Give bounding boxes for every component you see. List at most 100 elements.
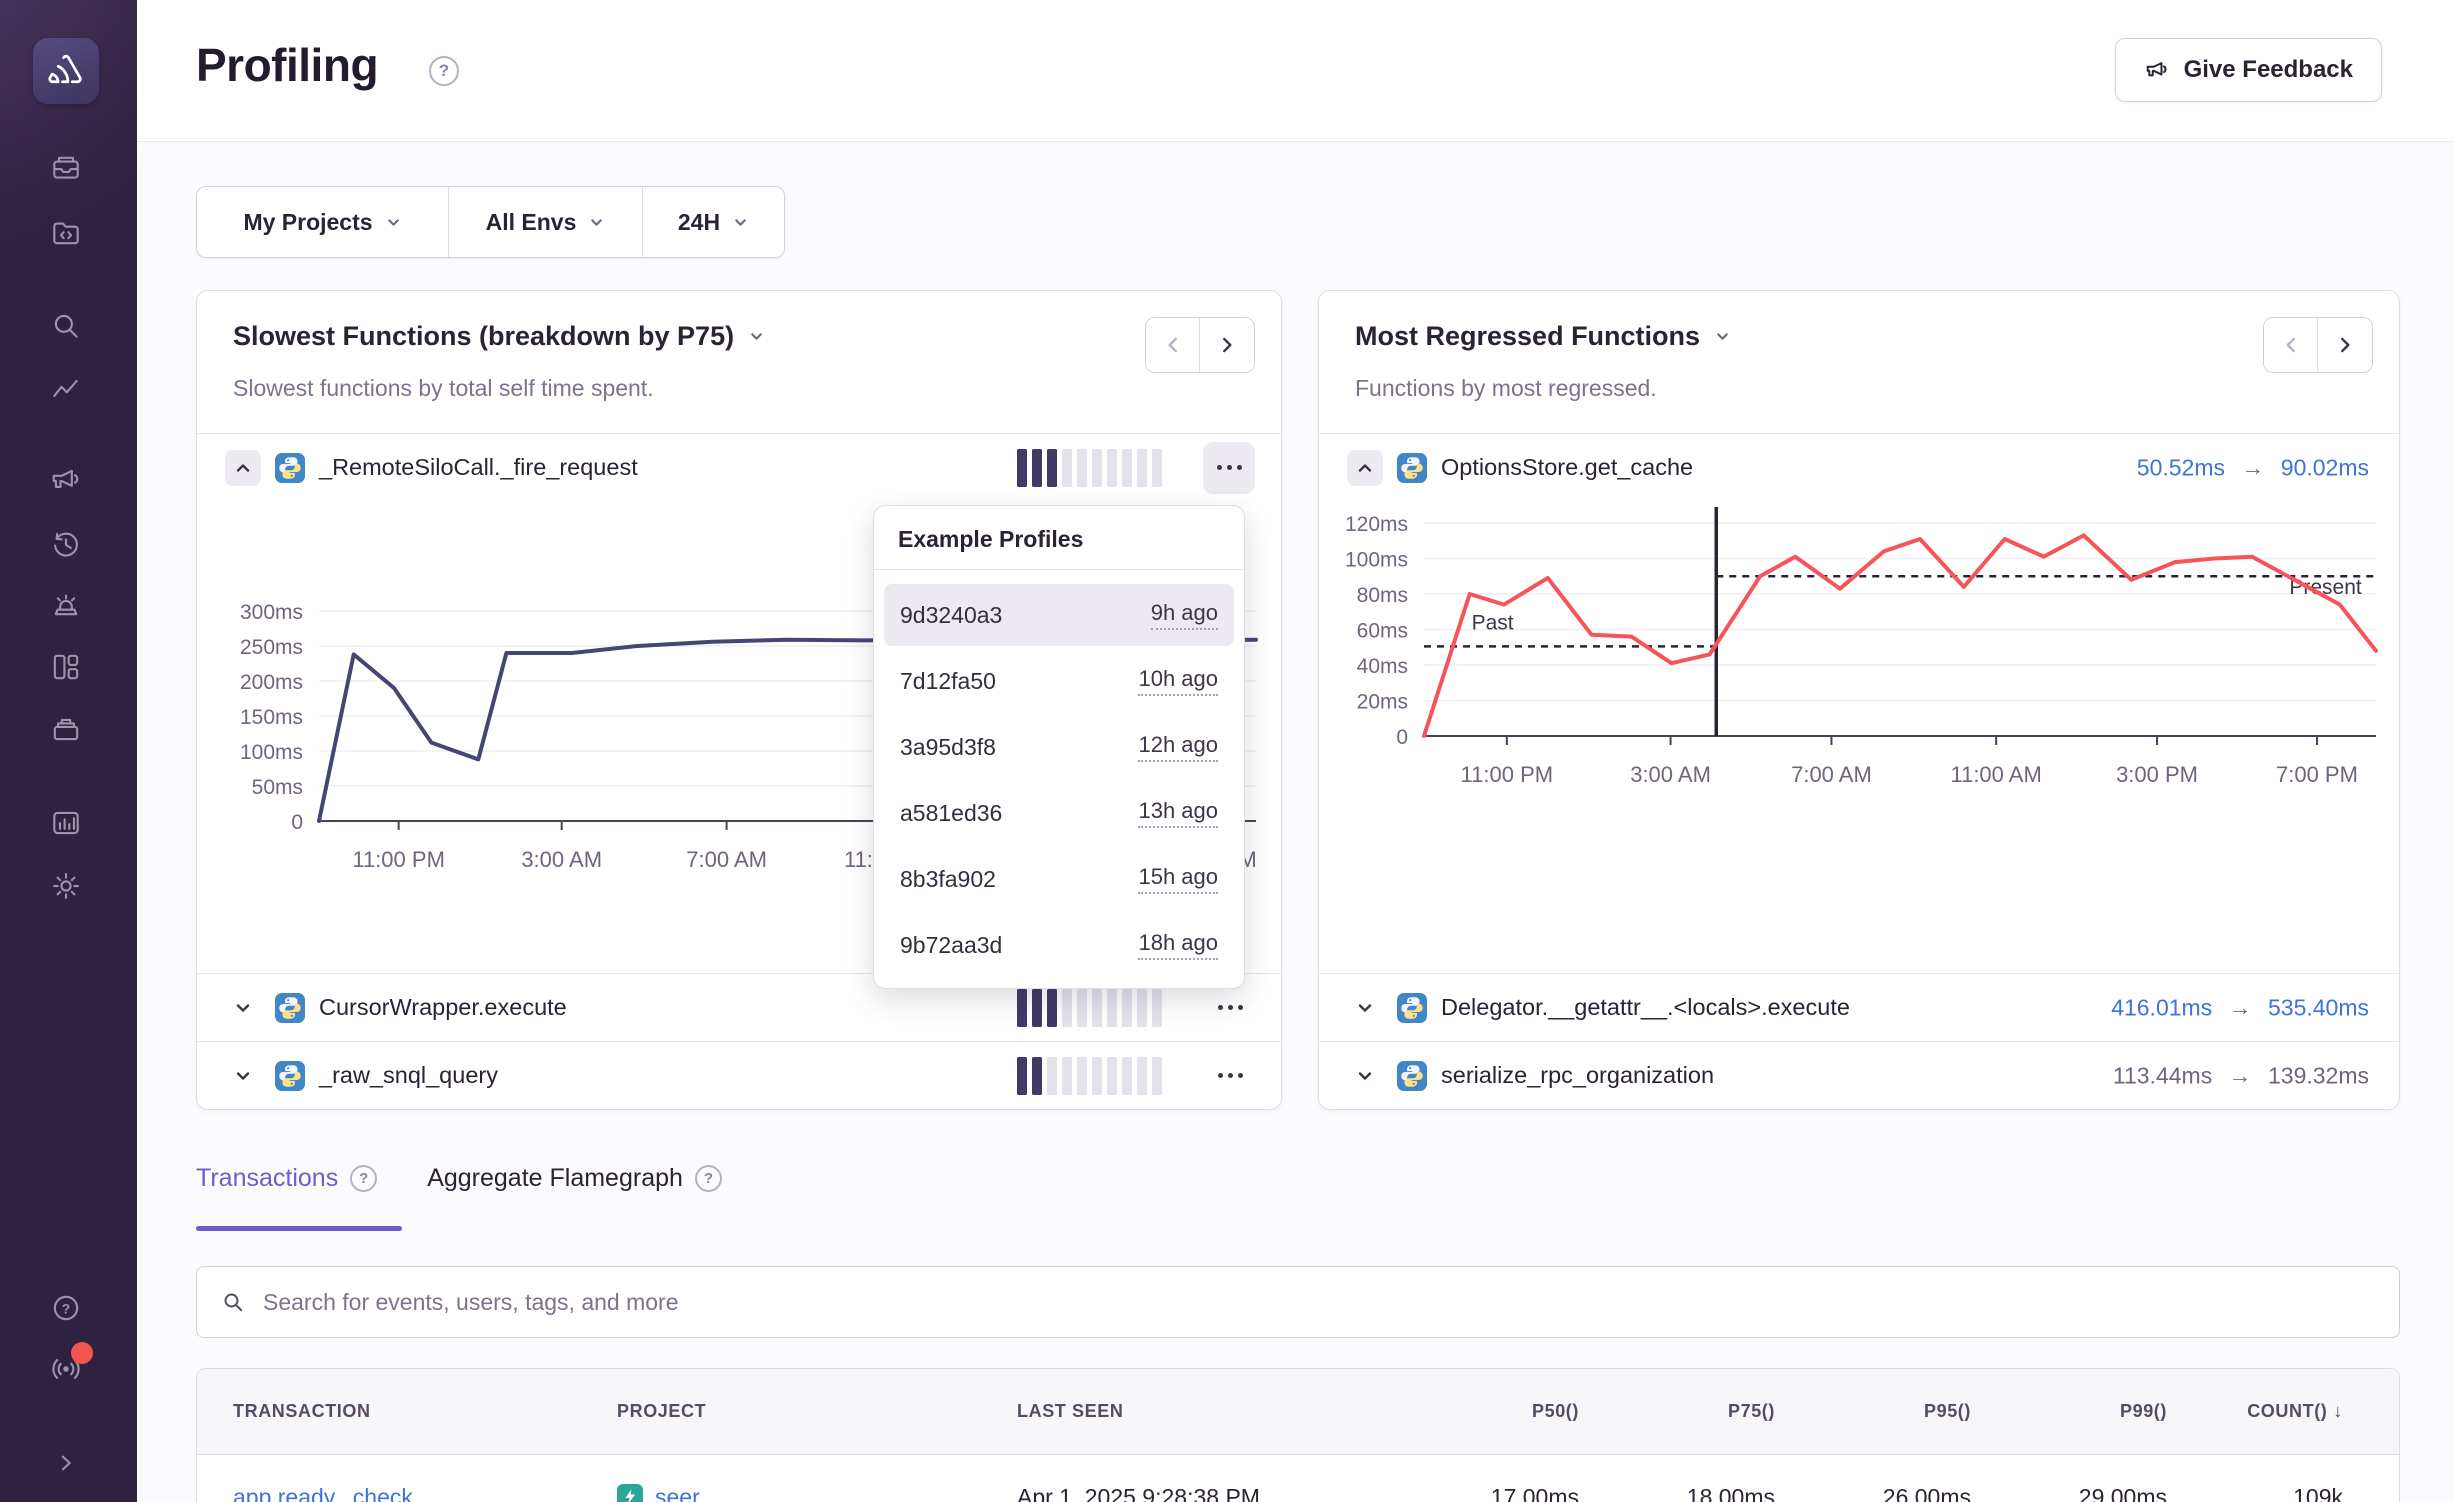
prev-page-button[interactable] [2264,318,2318,372]
sidebar-item-explore-icon[interactable] [46,212,86,252]
column-header-p75[interactable]: P75() [1633,1401,1829,1422]
profile-id[interactable]: 9d3240a3 [900,602,1002,629]
svg-text:?: ? [62,1300,70,1316]
function-name[interactable]: Delegator.__getattr__.<locals>.execute [1441,994,1850,1021]
flamegraph-help-icon[interactable]: ? [695,1165,722,1192]
function-row: _RemoteSiloCall._fire_request [197,434,1281,501]
sidebar-item-collapse-sidebar-icon[interactable] [46,1443,86,1483]
example-profile-item[interactable]: 3a95d3f8 12h ago [884,716,1234,778]
profiling-page: ? Profiling ? Give Feedback My Projects … [0,0,2454,1502]
row-menu-button[interactable] [1218,1050,1243,1102]
profile-id[interactable]: 8b3fa902 [900,866,996,893]
svg-text:Present: Present [2289,576,2362,599]
next-page-button[interactable] [1200,318,1254,372]
search-input[interactable] [263,1289,2375,1316]
profile-time-link[interactable]: 10h ago [1138,666,1218,696]
svg-text:11:00 AM: 11:00 AM [1950,762,2041,787]
slowest-functions-pager [1145,317,1255,373]
svg-text:100ms: 100ms [240,741,303,764]
column-header-p50[interactable]: P50() [1437,1401,1633,1422]
sidebar-item-projects-icon[interactable] [46,709,86,749]
profile-id[interactable]: 3a95d3f8 [900,734,996,761]
svg-text:100ms: 100ms [1345,549,1408,572]
sentry-logo-icon[interactable] [33,38,99,104]
profile-time-link[interactable]: 9h ago [1151,600,1218,630]
environments-filter-label: All Envs [486,209,577,236]
profile-id[interactable]: a581ed36 [900,800,1002,827]
give-feedback-button[interactable]: Give Feedback [2115,38,2382,102]
example-profile-item[interactable]: 8b3fa902 15h ago [884,848,1234,910]
profile-time-link[interactable]: 13h ago [1138,798,1218,828]
function-name[interactable]: CursorWrapper.execute [319,994,567,1021]
sidebar-item-stats-icon[interactable] [46,803,86,843]
profile-time-link[interactable]: 15h ago [1138,864,1218,894]
sidebar-item-search-icon[interactable] [46,306,86,346]
transaction-link[interactable]: app.ready._check [233,1484,413,1502]
most-regressed-pager [2263,317,2373,373]
sidebar: ? [0,0,137,1502]
expand-row-button[interactable] [225,1058,261,1094]
p50-value: 17.00ms [1437,1484,1633,1502]
transactions-help-icon[interactable]: ? [350,1165,377,1192]
sidebar-item-settings-icon[interactable] [46,866,86,906]
projects-filter[interactable]: My Projects [197,187,449,257]
row-menu-button[interactable] [1218,982,1243,1034]
most-regressed-subtitle: Functions by most regressed. [1355,375,1657,402]
column-header-lastseen[interactable]: LAST SEEN [1017,1401,1437,1422]
column-header-transaction[interactable]: TRANSACTION [197,1401,617,1422]
sidebar-item-alerts-icon[interactable] [46,586,86,626]
projects-filter-label: My Projects [243,209,372,236]
profile-time-link[interactable]: 12h ago [1138,732,1218,762]
example-profile-item[interactable]: 7d12fa50 10h ago [884,650,1234,712]
page-title: Profiling [196,38,378,92]
before-duration[interactable]: 416.01ms [2111,994,2212,1020]
megaphone-icon [2144,57,2170,83]
column-header-p99[interactable]: P99() [2025,1401,2221,1422]
profile-id[interactable]: 9b72aa3d [900,932,1002,959]
python-icon [275,453,305,483]
profile-id[interactable]: 7d12fa50 [900,668,996,695]
next-page-button[interactable] [2318,318,2372,372]
project-seer-icon [617,1484,643,1502]
expand-row-button[interactable] [1347,1058,1383,1094]
most-regressed-title[interactable]: Most Regressed Functions [1355,321,1731,352]
slowest-functions-subtitle: Slowest functions by total self time spe… [233,375,654,402]
collapse-row-button[interactable] [225,450,261,486]
function-name[interactable]: _raw_snql_query [319,1062,498,1089]
slowest-functions-title[interactable]: Slowest Functions (breakdown by P75) [233,321,765,352]
row-menu-button[interactable] [1203,442,1255,494]
sidebar-item-replays-icon[interactable] [46,525,86,565]
function-name[interactable]: _RemoteSiloCall._fire_request [319,454,638,481]
page-help-icon[interactable]: ? [429,56,459,86]
most-regressed-panel: Most Regressed Functions Functions by mo… [1318,290,2400,1110]
example-profile-item[interactable]: 9b72aa3d 18h ago [884,914,1234,976]
example-profile-item[interactable]: 9d3240a3 9h ago [884,584,1234,646]
sidebar-item-issues-icon[interactable] [46,149,86,189]
prev-page-button[interactable] [1146,318,1200,372]
environments-filter[interactable]: All Envs [449,187,643,257]
profile-time-link[interactable]: 18h ago [1138,930,1218,960]
svg-text:250ms: 250ms [240,636,303,659]
notification-badge [71,1342,93,1364]
column-header-project[interactable]: PROJECT [617,1401,1017,1422]
function-name[interactable]: serialize_rpc_organization [1441,1062,1714,1089]
column-header-count[interactable]: COUNT()↓ [2221,1401,2397,1422]
before-duration[interactable]: 50.52ms [2137,454,2225,480]
example-profile-item[interactable]: a581ed36 13h ago [884,782,1234,844]
project-link[interactable]: seer [617,1484,1017,1502]
time-range-filter[interactable]: 24H [643,187,784,257]
collapse-row-button[interactable] [1347,450,1383,486]
sidebar-item-whats-new-icon[interactable] [46,1349,86,1389]
sidebar-item-dashboards-icon[interactable] [46,647,86,687]
tab-transactions[interactable]: Transactions ? [196,1164,377,1193]
after-duration[interactable]: 90.02ms [2281,454,2369,480]
expand-row-button[interactable] [225,990,261,1026]
function-name[interactable]: OptionsStore.get_cache [1441,454,1693,481]
tab-aggregate-flamegraph[interactable]: Aggregate Flamegraph ? [427,1164,722,1193]
sidebar-item-feedback-megaphone-icon[interactable] [46,460,86,500]
column-header-p95[interactable]: P95() [1829,1401,2025,1422]
after-duration[interactable]: 535.40ms [2268,994,2369,1020]
sidebar-item-help-icon[interactable]: ? [46,1288,86,1328]
expand-row-button[interactable] [1347,990,1383,1026]
sidebar-item-insights-icon[interactable] [46,370,86,410]
